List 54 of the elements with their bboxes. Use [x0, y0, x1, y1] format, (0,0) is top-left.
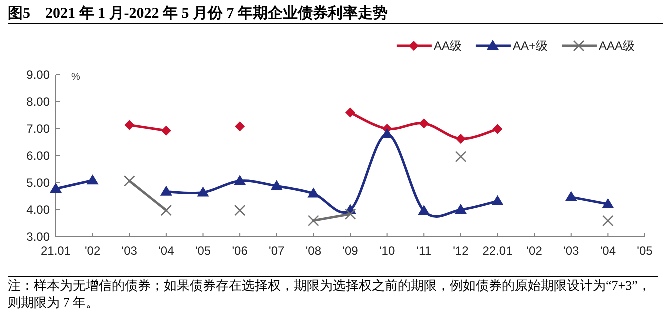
y-tick-label: 8.00: [26, 95, 50, 109]
point: [602, 215, 614, 227]
point: [160, 204, 172, 216]
y-axis-title: %: [72, 72, 81, 83]
x-tick-label: '11: [416, 244, 432, 258]
y-tick-label: 3.00: [26, 230, 50, 244]
point: [308, 215, 320, 226]
x-tick-label: '05: [195, 244, 212, 258]
y-tick-label: 4.00: [26, 203, 50, 217]
point: [419, 118, 430, 129]
point: [160, 186, 172, 196]
point: [86, 174, 99, 185]
point: [492, 195, 504, 206]
y-tick-label: 5.00: [26, 176, 50, 190]
point: [197, 186, 210, 197]
point: [124, 175, 136, 187]
point: [50, 182, 62, 193]
x-tick-label: '09: [342, 244, 359, 258]
x-tick-label: '10: [379, 244, 396, 258]
legend-label: AAA级: [598, 39, 635, 53]
point: [418, 205, 430, 216]
x-tick-label: '03: [122, 244, 138, 258]
point: [455, 151, 467, 162]
text: 注：样本为无增信的债券；如果债券存在选择权，期限为选择权之前的期限，例如债券的原始期限设计为“7+3”，则期限为 7 年。: [8, 276, 658, 311]
x-tick-label: '12: [453, 244, 470, 258]
x-tick-label: '08: [306, 244, 322, 258]
x-tick-label: '04: [600, 244, 616, 258]
legend-label: AA+级: [512, 39, 548, 53]
x-tick-label: '02: [526, 244, 543, 258]
legend-label: AA级: [434, 39, 462, 53]
y-tick-label: 9.00: [26, 68, 50, 82]
point: [346, 108, 356, 118]
x-tick-label: '03: [564, 244, 580, 258]
x-tick-label: 21.01: [40, 244, 72, 258]
point: [308, 188, 320, 198]
point: [234, 204, 246, 216]
point: [270, 180, 283, 190]
point: [492, 124, 503, 134]
x-tick-label: 22.01: [482, 244, 514, 258]
x-tick-label: '07: [269, 244, 286, 258]
y-tick-label: 7.00: [26, 122, 50, 136]
point: [456, 134, 466, 144]
point: [602, 198, 614, 208]
x-tick-label: '06: [232, 244, 248, 258]
x-tick-label: '02: [84, 244, 101, 258]
x-tick-label: '05: [637, 244, 654, 258]
point: [235, 122, 246, 132]
chart-title: 图5 2021 年 1 月-2022 年 5 月份 7 年期企业债券利率走势: [8, 4, 663, 24]
point: [454, 204, 467, 214]
point: [234, 175, 246, 186]
point: [344, 208, 356, 220]
y-tick-label: 6.00: [26, 149, 50, 163]
x-tick-label: '04: [158, 244, 175, 258]
point: [565, 191, 578, 202]
